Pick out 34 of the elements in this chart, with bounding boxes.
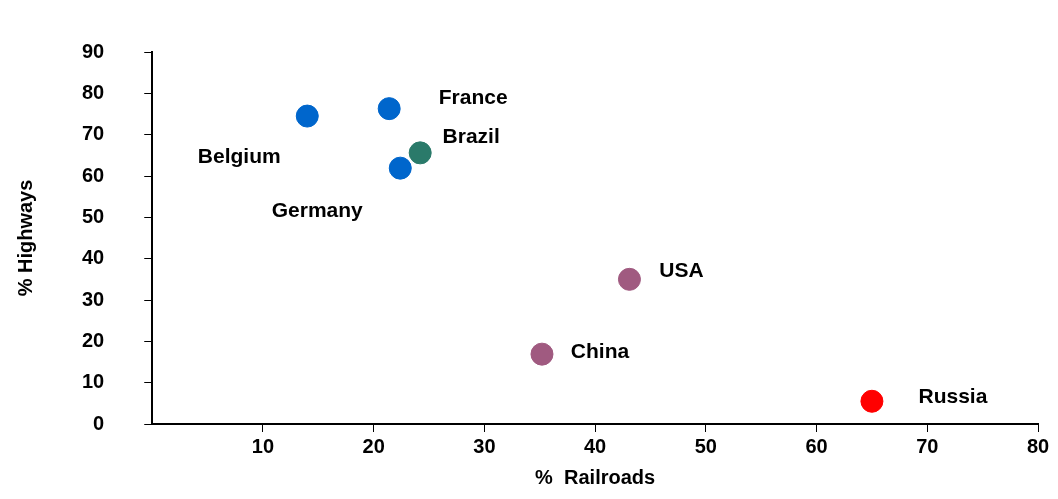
series-label: Russia <box>918 384 988 408</box>
y-tick-label: 40 <box>82 246 105 269</box>
y-tick-label: 80 <box>82 80 105 103</box>
point <box>295 104 319 128</box>
series-label: Germany <box>271 197 364 221</box>
series-label: USA <box>659 258 704 282</box>
x-tick-label: 40 <box>584 434 607 457</box>
x-tick-label: 60 <box>805 434 828 457</box>
series-label: France <box>438 85 508 109</box>
point <box>530 342 554 366</box>
series-label: China <box>570 338 630 362</box>
y-tick-label: 0 <box>93 411 105 434</box>
x-tick-label: 20 <box>362 434 385 457</box>
x-tick-label: 10 <box>251 434 275 457</box>
y-tick-label: 60 <box>82 163 105 186</box>
x-axis-title: % Railroads <box>535 465 656 488</box>
point <box>377 97 401 121</box>
y-tick-label: 10 <box>82 370 105 393</box>
point <box>408 141 432 165</box>
series-label: Belgium <box>197 143 281 167</box>
x-tick-label: 50 <box>694 434 717 457</box>
y-tick-label: 50 <box>82 204 105 227</box>
point <box>617 267 641 291</box>
point <box>388 156 412 180</box>
y-tick-label: 70 <box>82 122 105 145</box>
y-tick-label: 30 <box>82 287 105 310</box>
x-tick-label: 70 <box>916 434 939 457</box>
point <box>860 389 884 413</box>
x-tick-label: 30 <box>473 434 496 457</box>
x-tick-label: 80 <box>1026 434 1050 457</box>
series-label: Brazil <box>442 123 500 147</box>
y-tick-label: 20 <box>82 328 105 351</box>
y-axis-title: % Highways <box>13 179 36 297</box>
y-tick-label: 90 <box>82 39 105 62</box>
